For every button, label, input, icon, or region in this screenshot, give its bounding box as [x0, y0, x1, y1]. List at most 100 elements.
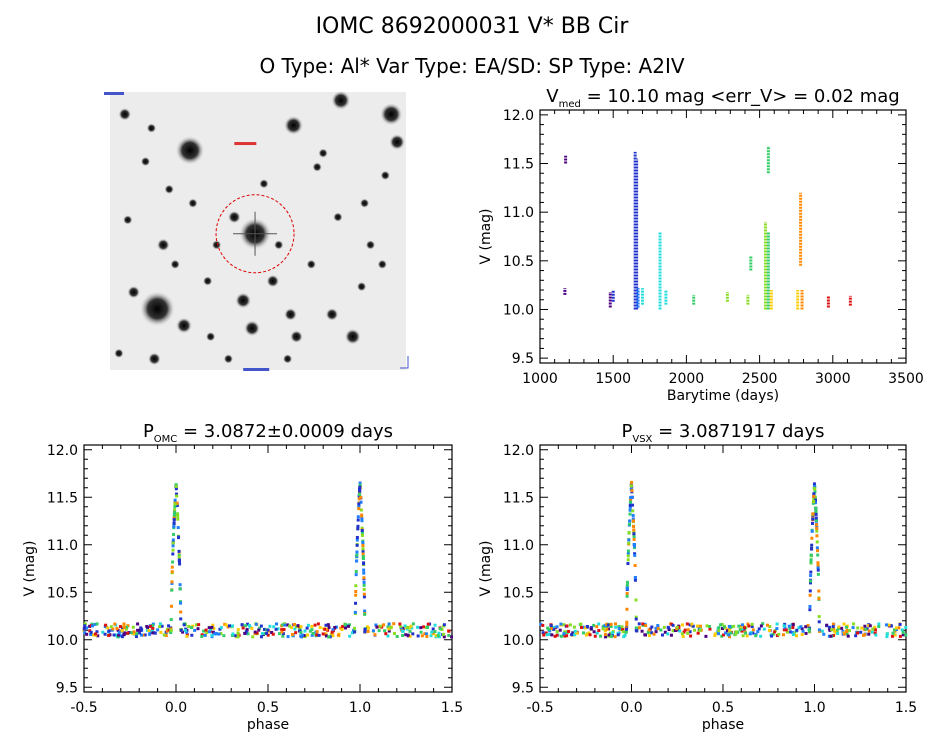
phase-omc-point [136, 622, 140, 626]
phase-vsx-eclipse-point [807, 629, 811, 633]
phase-vsx-point [548, 632, 552, 636]
phase-omc-point [410, 626, 414, 630]
phase-omc-point [148, 632, 152, 636]
phase-vsx-point [836, 632, 840, 636]
phase-vsx-point [725, 629, 729, 633]
phase-vsx-point [828, 625, 832, 629]
field-star [365, 240, 376, 250]
phase-vsx-eclipse-point [629, 497, 633, 501]
phase-vsx-point [620, 625, 624, 629]
phase-omc-point [122, 632, 126, 636]
phase-vsx-point [822, 632, 826, 636]
phase-vsx-point [855, 631, 859, 635]
phase-omc-point [298, 629, 302, 633]
phase-omc-point [387, 627, 391, 631]
phase-vsx-eclipse-point [815, 529, 819, 533]
phase-omc-point [156, 628, 160, 632]
phase-omc-point [299, 631, 303, 635]
phase-omc-eclipse-point [169, 630, 173, 634]
phase-vsx-point [623, 633, 627, 637]
phase-vsx-xtick-label: 0.0 [620, 700, 642, 716]
field-star [331, 90, 351, 110]
phase-omc-point [119, 634, 123, 638]
phase-vsx-point [617, 626, 621, 630]
phase-omc-axes: -0.5 0.0 0.5 1.0 1.5 9.5 10.0 10.5 11.0 11.5 12.0 p… [22, 421, 463, 733]
phase-vsx-point [859, 630, 863, 634]
phase-omc-point [122, 622, 126, 626]
phase-vsx-eclipse-point [632, 528, 636, 532]
phase-vsx-point [734, 630, 738, 634]
phase-vsx-eclipse-point [634, 598, 638, 602]
phase-vsx-eclipse-point [810, 547, 814, 551]
phase-omc-point [259, 635, 263, 639]
phase-omc-eclipse-point [362, 595, 366, 599]
phase-omc-eclipse-point [362, 583, 366, 587]
phase-vsx-eclipse-point [810, 529, 814, 533]
phase-omc-point [120, 629, 124, 633]
phase-vsx-eclipse-point [632, 544, 636, 548]
phase-vsx-point [864, 627, 868, 631]
phase-omc-point [281, 623, 285, 627]
phase-omc-point [331, 634, 335, 638]
phase-vsx-point [741, 634, 745, 638]
field-star [139, 291, 175, 327]
phase-omc-eclipse-point [171, 548, 175, 552]
phase-omc-point [210, 625, 214, 629]
phase-vsx-point [887, 623, 891, 627]
phase-omc-eclipse-point [171, 552, 175, 556]
phase-vsx-point [848, 629, 852, 633]
phase-vsx-point [845, 632, 849, 636]
phase-vsx-point [900, 628, 904, 632]
phase-vsx-eclipse-point [817, 615, 821, 619]
phase-omc-point [290, 632, 294, 636]
phase-omc-point [430, 630, 434, 634]
field-star [156, 238, 170, 252]
phase-omc-point [281, 634, 285, 638]
field-star [223, 354, 234, 364]
lightcurve-ylabel: V (mag) [478, 208, 494, 264]
phase-omc-point [433, 623, 437, 627]
phase-omc-point [251, 635, 255, 639]
lightcurve-axes: 1000 1500 2000 2500 3000 3500 9.5 10.0 10.5 11.0 1… [478, 86, 924, 404]
phase-vsx-point [616, 633, 620, 637]
phase-vsx-point [680, 632, 684, 636]
field-star [312, 162, 323, 172]
phase-vsx-eclipse-point [815, 546, 819, 550]
phase-omc-point [231, 632, 235, 636]
phase-vsx-point [571, 631, 575, 635]
phase-omc-point [230, 633, 234, 637]
phase-omc-eclipse-point [176, 512, 180, 516]
phase-omc-point [190, 626, 194, 630]
phase-omc-point [202, 629, 206, 633]
phase-omc-point [125, 625, 129, 629]
phase-vsx-point [791, 633, 795, 637]
field-star [148, 352, 161, 366]
phase-vsx-point [742, 628, 746, 632]
phase-vsx-point [614, 625, 618, 629]
phase-omc-point [426, 622, 430, 626]
phase-omc-point [419, 626, 423, 630]
phase-omc-point [107, 634, 111, 638]
phase-omc-eclipse-point [360, 519, 364, 523]
phase-vsx-point [877, 622, 881, 626]
phase-omc-point [103, 632, 107, 636]
phase-vsx-point [771, 632, 775, 636]
phase-omc-eclipse-point [179, 628, 183, 632]
phase-vsx-eclipse-point [633, 576, 637, 580]
phase-vsx-point [835, 628, 839, 632]
field-star [325, 308, 339, 321]
phase-omc-point [82, 627, 86, 631]
phase-vsx-point [747, 624, 751, 628]
phase-omc-point [293, 622, 297, 626]
phase-omc-point [243, 631, 247, 635]
phase-omc-eclipse-point [354, 573, 358, 577]
phase-vsx-point [699, 624, 703, 628]
phase-vsx-point [644, 624, 648, 628]
phase-omc-point [113, 622, 117, 626]
phase-vsx-eclipse-point [632, 543, 636, 547]
phase-vsx-point [852, 622, 856, 626]
phase-vsx-point [873, 625, 877, 629]
phase-vsx-point [582, 625, 586, 629]
phase-vsx-point [565, 624, 569, 628]
phase-omc-point [111, 627, 115, 631]
